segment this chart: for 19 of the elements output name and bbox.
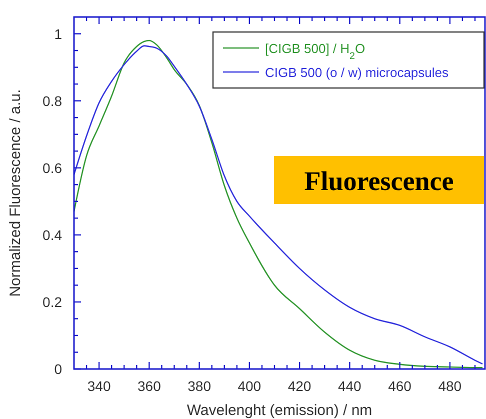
y-tick-label: 0.6 (42, 160, 62, 176)
y-tick-label: 0.2 (42, 294, 62, 310)
x-tick-label: 400 (238, 378, 262, 394)
y-tick-label: 0.8 (42, 92, 62, 109)
x-axis-title: Wavelenght (emission) / nm (186, 402, 372, 419)
x-tick-label: 380 (188, 378, 212, 394)
legend-label: CIGB 500 (o / w) microcapsules (265, 65, 450, 80)
legend-label: [CIGB 500] / H$_{2}$O (265, 41, 366, 62)
x-tick-label: 420 (288, 378, 312, 394)
x-tick-label: 480 (438, 378, 462, 394)
y-tick-label: 0.4 (42, 226, 62, 243)
annotation: Fluorescence (304, 166, 454, 196)
x-tick-label: 340 (87, 378, 111, 394)
x-tick-label: 460 (388, 378, 412, 394)
y-tick-label: 1 (54, 26, 62, 42)
y-axis-title: Normalized Fluorescence / a.u. (7, 89, 24, 297)
x-tick-label: 440 (338, 378, 362, 394)
y-tick-label: 0 (54, 361, 62, 377)
x-tick-label: 360 (138, 378, 162, 394)
